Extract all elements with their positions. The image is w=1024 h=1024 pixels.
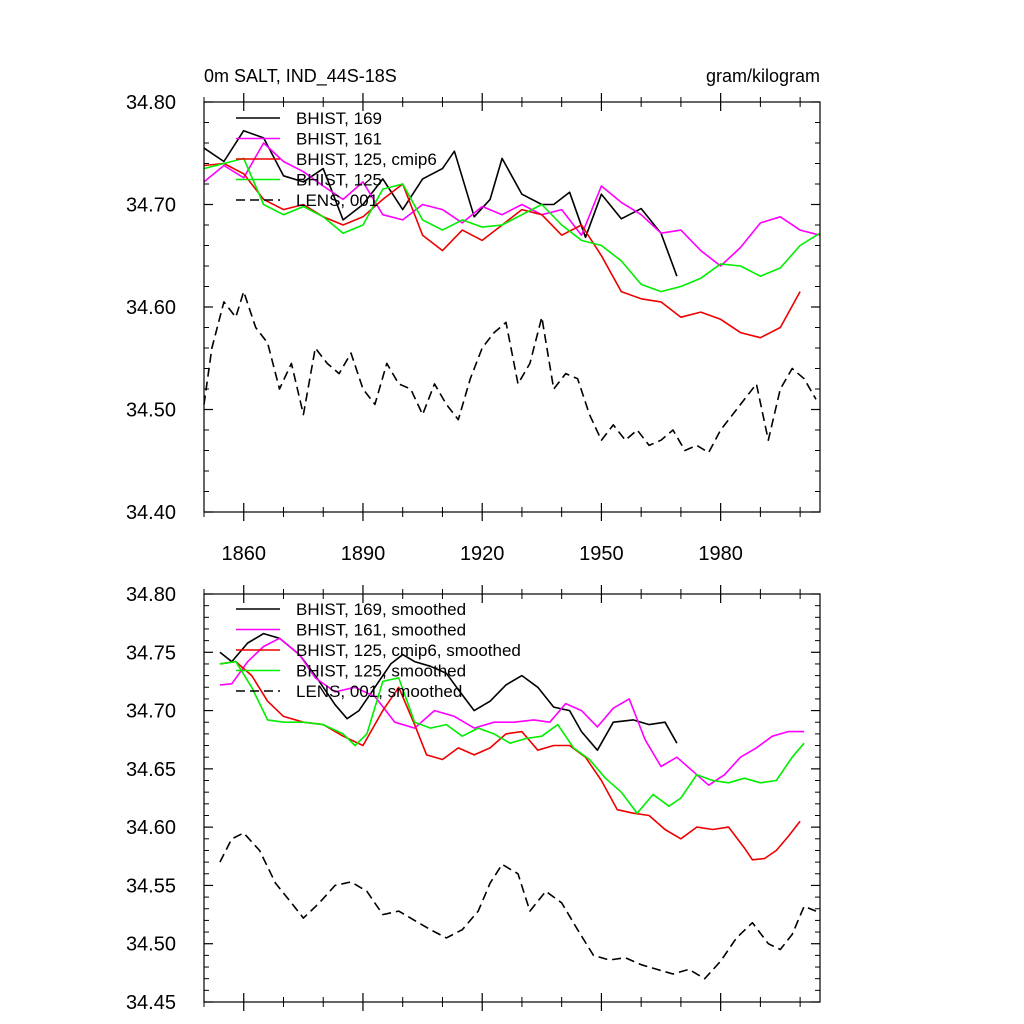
y-tick-label: 34.70 <box>126 701 176 723</box>
legend-label: LENS, 001, smoothed <box>296 682 462 701</box>
legend-label: BHIST, 125, smoothed <box>296 662 466 681</box>
top-panel-series-group <box>203 129 821 454</box>
x-tick-label: 1980 <box>698 543 743 565</box>
bottom-panel-series-group <box>219 632 817 980</box>
series-line-bhist-161-smoothed <box>219 637 805 787</box>
y-tick-label: 34.60 <box>126 817 176 839</box>
top-panel-units: gram/kilogram <box>706 66 820 86</box>
legend-label: BHIST, 169, smoothed <box>296 600 466 619</box>
series-line-bhist-125-cmip6 <box>203 162 801 339</box>
top-panel-axes: 34.40 34.50 34.60 34.70 34.80 1860 1890 1920 195… <box>126 92 821 565</box>
series-line-bhist-169 <box>203 129 678 277</box>
y-tick-label: 34.65 <box>126 759 176 781</box>
y-tick-label: 34.40 <box>126 502 176 524</box>
series-line-lens-001 <box>203 290 817 454</box>
legend-label: BHIST, 161, smoothed <box>296 621 466 640</box>
y-tick-label: 34.60 <box>126 297 176 319</box>
top-panel-raw-salinity: 0m SALT, IND_44S-18S gram/kilogram 34.40… <box>126 66 821 565</box>
x-tick-label: 1950 <box>579 543 624 565</box>
y-tick-label: 34.80 <box>126 92 176 114</box>
y-tick-label: 34.80 <box>126 584 176 606</box>
y-tick-label: 34.70 <box>126 195 176 217</box>
y-tick-label: 34.50 <box>126 934 176 956</box>
series-line-bhist-125 <box>203 157 821 293</box>
bottom-panel-legend: BHIST, 169, smoothed BHIST, 161, smoothed… <box>236 600 521 701</box>
series-line-bhist-125-smoothed <box>219 660 805 815</box>
series-line-bhist-161 <box>203 142 821 267</box>
x-tick-label: 1860 <box>221 543 266 565</box>
bottom-panel-axes: 34.45 34.50 34.55 34.60 34.65 34.70 34.75 34.80 <box>126 584 821 1014</box>
y-tick-label: 34.55 <box>126 875 176 897</box>
legend-label: BHIST, 125 <box>296 171 382 190</box>
y-tick-label: 34.75 <box>126 642 176 664</box>
y-tick-label: 34.50 <box>126 400 176 422</box>
bottom-panel-smoothed-salinity: 34.45 34.50 34.55 34.60 34.65 34.70 34.75 34.80… <box>126 584 821 1014</box>
top-panel-title: 0m SALT, IND_44S-18S <box>204 66 397 87</box>
legend-label: LENS, 001 <box>296 191 378 210</box>
y-tick-label: 34.45 <box>126 992 176 1014</box>
series-line-lens-001-smoothed <box>219 832 817 980</box>
legend-label: BHIST, 169 <box>296 109 382 128</box>
x-tick-label: 1920 <box>460 543 505 565</box>
plot-frame <box>203 593 821 1003</box>
legend-label: BHIST, 125, cmip6 <box>296 150 437 169</box>
legend-label: BHIST, 161 <box>296 130 382 149</box>
x-tick-label: 1890 <box>341 543 386 565</box>
legend-label: BHIST, 125, cmip6, smoothed <box>296 641 521 660</box>
